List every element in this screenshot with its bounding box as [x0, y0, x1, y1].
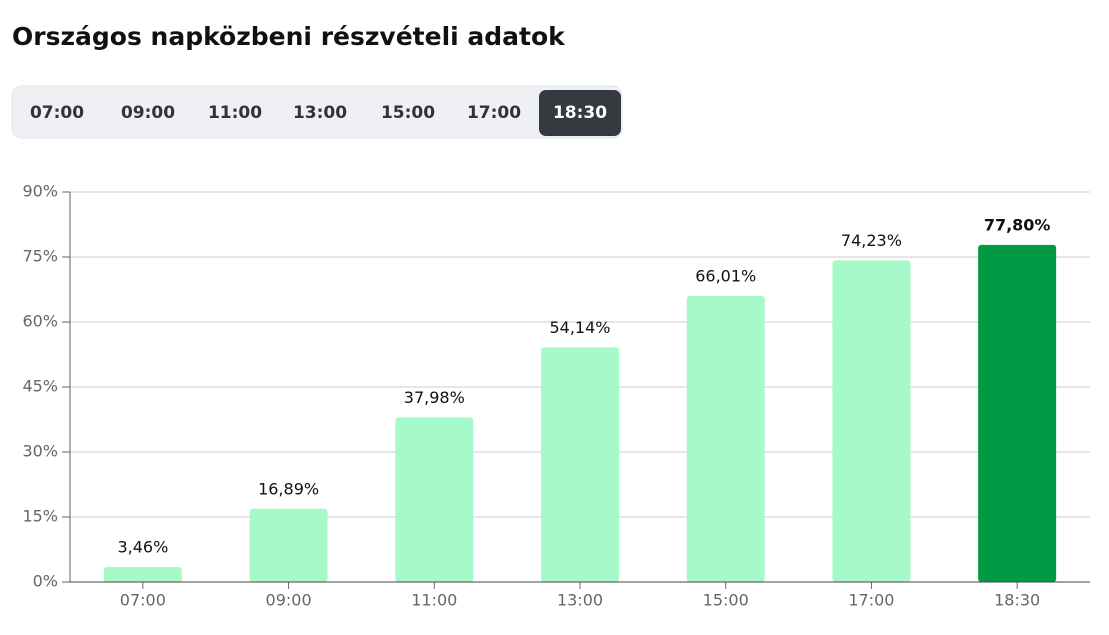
- x-tick-label: 15:00: [703, 591, 749, 610]
- tab-active-bg: [539, 90, 621, 136]
- value-label: 77,80%: [984, 215, 1051, 234]
- value-label: 54,14%: [549, 318, 610, 337]
- bar: [395, 417, 474, 582]
- x-tick-label: 11:00: [411, 591, 457, 610]
- tab[interactable]: 09:00: [121, 103, 175, 123]
- tab[interactable]: 18:30: [553, 103, 607, 123]
- tab[interactable]: 11:00: [208, 103, 262, 123]
- y-tick-label: 75%: [22, 247, 58, 266]
- value-label: 37,98%: [404, 388, 465, 407]
- bar: [249, 508, 328, 582]
- value-label: 16,89%: [258, 479, 319, 498]
- bar: [686, 295, 765, 582]
- value-label: 74,23%: [841, 231, 902, 250]
- tab[interactable]: 07:00: [30, 103, 84, 123]
- x-tick-label: 07:00: [120, 591, 166, 610]
- chart-title: Országos napközbeni részvételi adatok: [12, 22, 566, 51]
- y-tick-label: 30%: [22, 442, 58, 461]
- x-tick-label: 13:00: [557, 591, 603, 610]
- bar: [832, 260, 911, 582]
- tab[interactable]: 17:00: [467, 103, 521, 123]
- y-tick-label: 15%: [22, 507, 58, 526]
- bar: [103, 567, 182, 582]
- value-label: 66,01%: [695, 266, 756, 285]
- tab[interactable]: 13:00: [293, 103, 347, 123]
- x-tick-label: 09:00: [266, 591, 312, 610]
- y-tick-label: 90%: [22, 182, 58, 201]
- x-tick-label: 17:00: [848, 591, 894, 610]
- bar: [541, 347, 619, 582]
- tab[interactable]: 15:00: [381, 103, 435, 123]
- y-tick-label: 0%: [33, 572, 58, 591]
- bar: [978, 244, 1057, 582]
- tab-bar: [11, 85, 623, 139]
- y-tick-label: 45%: [22, 377, 58, 396]
- y-tick-label: 60%: [22, 312, 58, 331]
- value-label: 3,46%: [117, 538, 168, 557]
- x-tick-label: 18:30: [994, 591, 1040, 610]
